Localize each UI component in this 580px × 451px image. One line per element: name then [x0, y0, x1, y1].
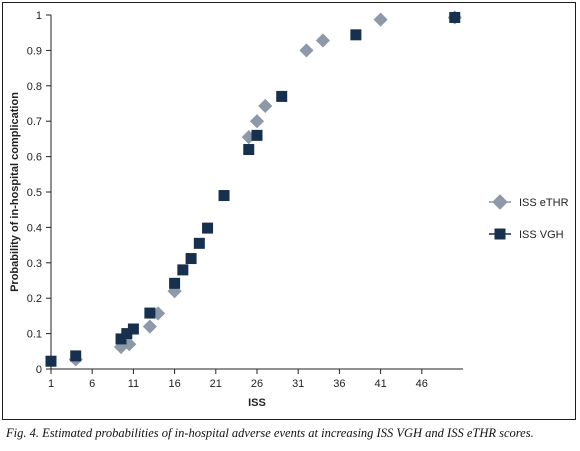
x-tick-label: 6 [89, 378, 95, 390]
scatter-chart: 00.10.20.30.40.50.60.70.80.91 1 6 11 16 21 26… [9, 10, 569, 409]
x-tick-label: 1 [48, 378, 54, 390]
series-group [45, 10, 462, 367]
y-tick-label: 0.3 [27, 258, 42, 270]
legend-label-ethr: ISS eTHR [519, 197, 569, 209]
y-tick-group: 0 0.1 0.2 0.3 0.4 0.5 0.6 0.7 0.8 0.9 1 [27, 10, 51, 376]
series-iss-vgh [45, 11, 461, 367]
figure-caption: Fig. 4. Estimated probabilities of in-ho… [6, 426, 534, 440]
x-tick-label: 11 [128, 378, 139, 390]
data-point-vgh [449, 11, 461, 23]
legend-item-ethr: ISS eTHR [489, 194, 569, 210]
x-tick-label: 31 [292, 378, 304, 390]
axes [50, 15, 463, 370]
data-point-vgh [70, 350, 82, 362]
y-tick-label: 0.1 [27, 329, 42, 341]
legend-marker-vgh [494, 228, 506, 240]
y-tick-label: 0.2 [27, 293, 42, 305]
data-point-vgh [218, 190, 230, 202]
x-tick-label: 16 [168, 378, 180, 390]
x-tick-group: 1 6 11 16 21 26 31 36 41 46 [48, 369, 428, 390]
legend-label-vgh: ISS VGH [519, 229, 564, 241]
y-axis-label: Probability of in-hospital complication [9, 92, 21, 292]
y-tick-label: 0.5 [27, 187, 42, 199]
data-point-vgh [115, 333, 127, 345]
x-tick-label: 21 [210, 378, 222, 390]
legend-item-vgh: ISS VGH [489, 228, 564, 241]
data-point-vgh [251, 129, 263, 141]
data-point-ethr [249, 114, 265, 129]
data-point-vgh [127, 323, 139, 335]
y-tick-label: 0.9 [27, 45, 42, 57]
data-point-ethr [142, 319, 157, 334]
x-tick-label: 26 [251, 378, 263, 390]
data-point-vgh [169, 277, 181, 289]
x-tick-label: 46 [416, 378, 428, 390]
y-tick-label: 0.7 [27, 116, 42, 128]
data-point-vgh [144, 307, 156, 319]
data-point-vgh [177, 264, 189, 276]
series-iss-ethr [68, 10, 462, 367]
legend-marker-ethr [492, 194, 508, 210]
data-point-ethr [315, 33, 330, 48]
y-tick-label: 0.4 [27, 222, 42, 234]
data-point-vgh [185, 253, 197, 265]
y-tick-label: 0.6 [27, 152, 42, 164]
x-tick-label: 41 [374, 378, 386, 390]
y-tick-label: 0 [36, 364, 42, 376]
y-tick-label: 0.8 [27, 81, 42, 93]
figure-frame: 0 0.1 0.2 0.3 0.4 0.5 0.6 0.7 0.8 0.9 1 1 6 11 16 21 26… [2, 2, 576, 420]
legend: ISS eTHR ISS VGH [489, 194, 569, 241]
data-point-vgh [121, 328, 133, 340]
y-tick-label: 1 [36, 10, 42, 22]
data-point-ethr [373, 12, 388, 27]
data-point-vgh [193, 237, 205, 249]
data-point-vgh [276, 90, 288, 102]
x-tick-label: 36 [333, 378, 345, 390]
data-point-vgh [243, 144, 255, 156]
data-point-ethr [258, 98, 273, 114]
data-point-vgh [202, 222, 214, 234]
data-point-vgh [45, 355, 57, 367]
data-point-ethr [299, 43, 314, 58]
x-axis-label: ISS [248, 397, 266, 409]
data-point-vgh [350, 29, 362, 41]
